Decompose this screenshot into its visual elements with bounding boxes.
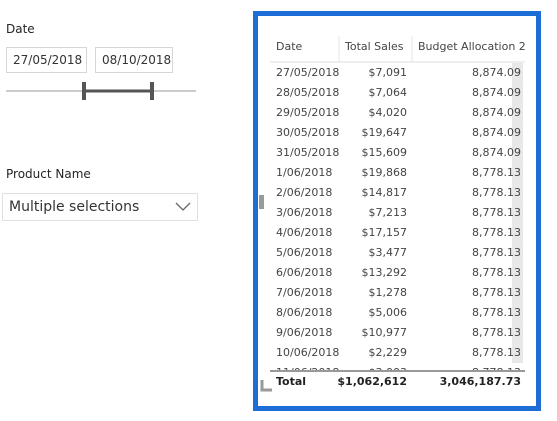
scrollbar[interactable]: [512, 63, 523, 363]
table-cell: 8,778.13: [472, 266, 521, 279]
date-slider[interactable]: [0, 80, 200, 104]
product-dropdown[interactable]: Multiple selections: [2, 193, 198, 221]
table-cell: 8,874.09: [472, 86, 521, 99]
table-cell: 6/06/2018: [276, 266, 333, 279]
table-cell: 31/05/2018: [276, 146, 340, 159]
table-cell: 27/05/2018: [276, 66, 340, 79]
end-date[interactable]: 08/10/2018: [95, 47, 173, 73]
table-cell: 5/06/2018: [276, 246, 333, 259]
table-cell: 8,778.13: [472, 206, 521, 219]
table-cell: $13,292: [361, 266, 408, 279]
table-cell: 8,778.13: [472, 326, 521, 339]
table-cell: 30/05/2018: [276, 126, 340, 139]
table-cell: $15,609: [361, 146, 408, 159]
table-cell: 29/05/2018: [276, 106, 340, 119]
table-cell: $2,229: [368, 346, 408, 359]
slider-handle[interactable]: [150, 82, 154, 100]
slider-handle[interactable]: [82, 82, 86, 100]
date-label: Date: [6, 22, 35, 36]
table-cell: 8,874.09: [472, 146, 521, 159]
table-cell: 8,778.13: [472, 166, 521, 179]
total-cell: 3,046,187.73: [439, 375, 521, 388]
table-cell: $5,006: [368, 306, 408, 319]
table-cell: $3,477: [368, 246, 408, 259]
table-cell: 8,778.13: [472, 246, 521, 259]
column-header[interactable]: Date: [276, 40, 303, 53]
total-cell: $1,062,612: [337, 375, 407, 388]
column-header[interactable]: Total Sales: [345, 40, 404, 53]
table-cell: 8,874.09: [472, 66, 521, 79]
resize-handle[interactable]: [260, 380, 272, 392]
table-cell: $14,817: [361, 186, 408, 199]
table-cell: 10/06/2018: [276, 346, 340, 359]
table-cell: 9/06/2018: [276, 326, 333, 339]
table-cell: $4,020: [368, 106, 408, 119]
table-cell: $1,278: [368, 286, 408, 299]
table-cell: 8/06/2018: [276, 306, 333, 319]
selection-border: [253, 11, 541, 411]
table-cell: 7/06/2018: [276, 286, 333, 299]
table-cell: $7,213: [368, 206, 408, 219]
table-cell: 8,778.13: [472, 306, 521, 319]
table-cell: $7,064: [368, 86, 408, 99]
table-cell: 8,778.13: [472, 286, 521, 299]
table-cell: 8,778.13: [472, 363, 521, 370]
table-cell: 8,874.09: [472, 126, 521, 139]
column-header[interactable]: Budget Allocation 2: [418, 40, 526, 53]
table-cell: 8,778.13: [472, 226, 521, 239]
total-cell: Total: [276, 375, 307, 388]
table-cell: 4/06/2018: [276, 226, 333, 239]
table-cell: $19,868: [361, 166, 408, 179]
table-cell: 11/06/2018: [276, 363, 339, 370]
table-cell: $19,647: [361, 126, 408, 139]
table-cell: $3,003: [369, 363, 408, 370]
table-cell: 28/05/2018: [276, 86, 340, 99]
table-cell: 1/06/2018: [276, 166, 333, 179]
table-cell: 2/06/2018: [276, 186, 333, 199]
chevron: [175, 202, 191, 211]
table-cell: $10,977: [361, 326, 408, 339]
dropdown-value: Multiple selections: [9, 199, 140, 215]
start-date[interactable]: 27/05/2018: [6, 47, 87, 73]
table-cell: 3/06/2018: [276, 206, 333, 219]
product-label: Product Name: [6, 167, 91, 181]
table-cell: $7,091: [368, 66, 408, 79]
table-cell: $17,157: [361, 226, 408, 239]
table-cell: 8,778.13: [472, 346, 521, 359]
table-cell: 8,778.13: [472, 186, 521, 199]
table-body: 27/05/2018 $7,091 8,874.09 28/05/2018 $7,064…: [0, 63, 557, 370]
resize-handle[interactable]: [259, 195, 264, 209]
table-cell: 8,874.09: [472, 106, 521, 119]
